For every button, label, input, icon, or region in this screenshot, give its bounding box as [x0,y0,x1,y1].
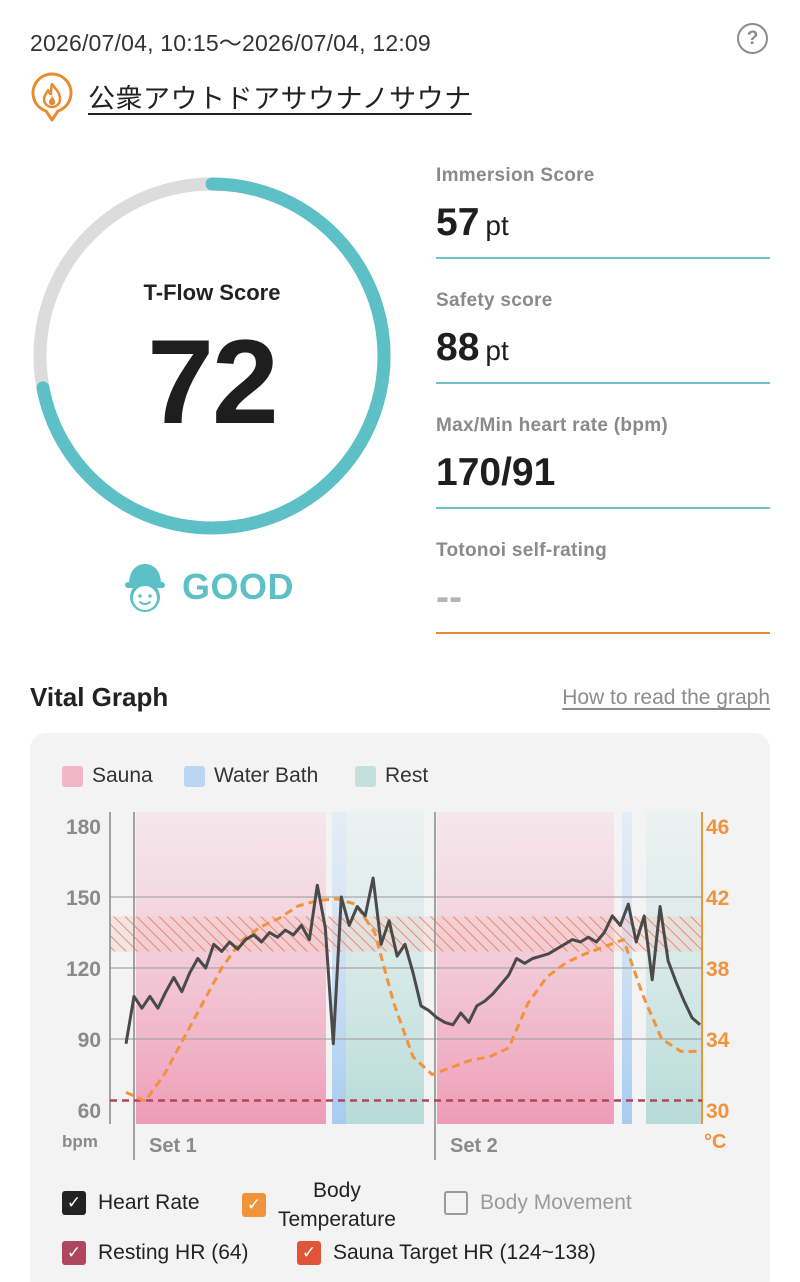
checkbox[interactable]: ✓ [62,1191,86,1215]
toggle-body-temperature[interactable]: ✓ Body Temperature [242,1176,396,1234]
checkbox-label: Body Movement [480,1191,632,1214]
sauna-flame-icon [31,72,73,122]
toggle-heart-rate[interactable]: ✓ Heart Rate [62,1191,200,1215]
legend-water-bath: Water Bath [184,764,318,788]
legend-swatch [184,765,205,787]
session-date-range: 2026/07/04, 10:15～2026/07/04, 12:09 [30,30,431,56]
score-rating-text: GOOD [182,566,295,607]
max-min-heart-rate-value: 170/91 [436,451,556,494]
metric-divider [436,382,770,384]
t-flow-score-ring [33,177,391,535]
vital-graph-title: Vital Graph [30,682,169,712]
immersion-score: Immersion Score 57 pt [436,165,770,259]
t-flow-score-value: 72 [147,315,278,449]
checkbox[interactable] [444,1191,468,1215]
checkbox-label: Body Temperature [278,1179,396,1231]
help-icon[interactable]: ? [737,23,768,54]
legend-rest: Rest [355,764,428,788]
checkbox[interactable]: ✓ [242,1193,266,1217]
legend-label: Water Bath [214,764,319,787]
legend-label: Sauna [92,764,153,787]
facility-name[interactable]: 公衆アウトドアサウナノサウナ [88,83,472,114]
facility-link[interactable]: 公衆アウトドアサウナノサウナ [30,70,472,122]
max-min-heart-rate-label: Max/Min heart rate (bpm) [436,415,669,436]
toggle-resting-hr[interactable]: ✓ Resting HR (64) [62,1241,249,1265]
safety-score-label: Safety score [436,290,553,311]
score-rating: GOOD [122,560,294,614]
checkbox-label: Heart Rate [98,1191,200,1214]
legend-swatch [355,765,376,787]
safety-score: Safety score 88 pt [436,290,770,384]
checkbox[interactable]: ✓ [62,1241,86,1265]
toggle-sauna-target-hr[interactable]: ✓ Sauna Target HR (124~138) [297,1241,596,1265]
totonoi-self-rating-label: Totonoi self-rating [436,540,608,561]
metric-divider [436,257,770,259]
checkbox-label: Resting HR (64) [98,1241,249,1264]
metric-divider [436,632,770,634]
t-flow-score-label: T-Flow Score [143,280,281,305]
immersion-score-value: 57 pt [436,201,509,244]
legend-sauna: Sauna [62,764,153,788]
totonoi-self-rating-value[interactable]: -- [436,576,462,619]
max-min-heart-rate: Max/Min heart rate (bpm) 170/91 [436,415,770,509]
totonoi-self-rating[interactable]: Totonoi self-rating -- [436,540,770,634]
safety-score-value: 88 pt [436,326,509,369]
sauna-hat-face-icon [125,564,165,612]
toggle-body-movement[interactable]: Body Movement [444,1191,632,1215]
checkbox-label: Sauna Target HR (124~138) [333,1241,596,1264]
how-to-read-graph-link[interactable]: How to read the graph [562,686,770,709]
legend-swatch [62,765,83,787]
immersion-score-label: Immersion Score [436,165,595,186]
checkbox[interactable]: ✓ [297,1241,321,1265]
legend-label: Rest [385,764,429,787]
metric-divider [436,507,770,509]
